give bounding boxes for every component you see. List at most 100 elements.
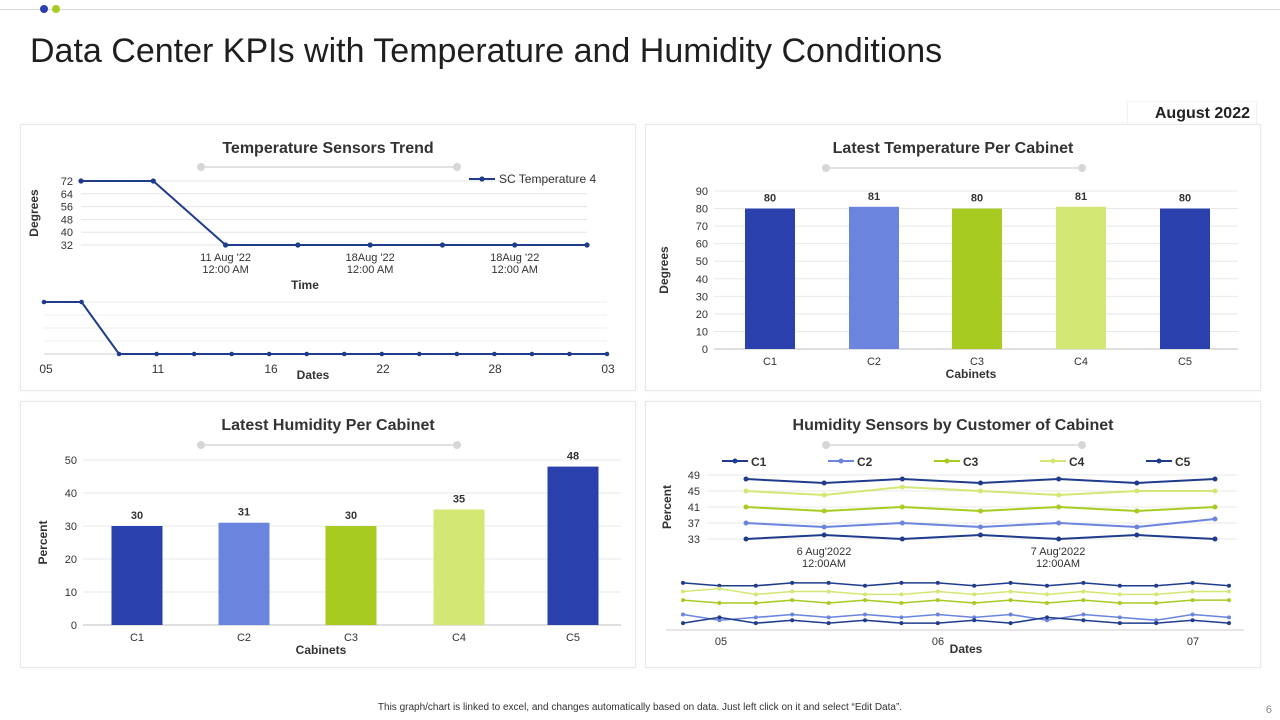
nav-data-point [1081,618,1086,623]
y-tick-label: 49 [688,470,700,482]
nav-data-point [681,580,685,585]
data-point [743,536,749,542]
nav-tick-label: 05 [39,362,53,376]
data-point [899,520,905,526]
nav-data-point [753,621,758,626]
y-tick-label: 20 [696,309,708,321]
nav-data-point [826,615,831,620]
x-tick-label: 6 Aug'2022 12:00AM [797,546,852,570]
nav-data-point [1227,598,1231,603]
nav-data-point [454,351,460,357]
bar [745,208,795,349]
data-point [821,480,827,486]
x-tick-label: 18Aug '22 12:00 AM [490,252,539,276]
data-point [1056,504,1062,510]
y-tick-label: 56 [61,202,73,214]
data-point [1134,508,1140,514]
data-label: 35 [453,494,465,506]
chart-resize-handle[interactable] [822,164,1086,172]
bar [218,522,270,625]
data-point [978,488,983,494]
nav-data-point [1008,580,1013,585]
chart-resize-handle[interactable] [197,441,461,449]
data-label: 30 [345,510,357,522]
humidity-cabinet-chart[interactable]: 0 10 20 30 40 50 30 C1 31 C2 30 C3 35 C4 48 C5 Cabinets P… [21,402,635,667]
chart-resize-handle[interactable] [197,163,461,171]
x-tick-label: C4 [1074,356,1088,368]
nav-data-point [1117,592,1122,597]
data-point [1212,488,1218,494]
data-point [743,520,749,526]
nav-data-point [935,621,940,626]
legend-label: C2 [857,455,873,469]
data-label: 48 [567,451,579,463]
nav-data-point [1190,589,1195,594]
nav-data-point [935,589,940,594]
nav-data-point [417,351,422,357]
nav-data-point [229,351,234,357]
y-tick-label: 10 [696,326,708,338]
bar [325,526,377,625]
nav-data-point [899,592,904,597]
data-point [743,476,749,482]
data-point [439,242,446,248]
y-axis-title: Degrees [657,246,671,294]
data-label: 80 [971,193,983,205]
nav-data-point [863,592,867,597]
y-tick-label: 60 [696,239,708,251]
chart-resize-handle[interactable] [822,441,1086,449]
chart-title: Latest Humidity Per Cabinet [221,417,435,434]
panel-temperature-trend[interactable]: Temperature Sensors Trend 32 40 48 56 64 72 11… [20,124,636,391]
x-tick-label: C4 [452,632,466,644]
legend-marker [838,458,844,464]
nav-data-point [1117,615,1122,620]
x-tick-label: C1 [130,632,144,644]
y-tick-label: 50 [65,455,77,467]
nav-data-point [1154,601,1159,605]
bar [1160,208,1210,349]
nav-data-point [863,583,867,588]
chart-title: Temperature Sensors Trend [222,140,434,157]
nav-data-point [1154,618,1159,623]
nav-data-point [1117,583,1122,588]
humidity-sensors-chart[interactable]: 33 37 41 45 49 C1 C2 C3 C4 C5 6 Aug'2022 12:00AM 7 A… [646,402,1260,667]
nav-tick-label: 16 [264,362,278,376]
y-tick-label: 72 [61,176,73,188]
chart-title: Humidity Sensors by Customer of Cabinet [792,417,1114,434]
bar [849,206,899,349]
nav-data-point [1227,615,1231,620]
y-tick-label: 70 [696,221,708,233]
legend-label: C1 [751,455,767,469]
panel-humidity-cabinet[interactable]: Latest Humidity Per Cabinet 0 10 20 30 40 50 3… [20,401,636,668]
y-tick-label: 40 [61,227,73,239]
y-axis-title: Degrees [27,189,41,237]
data-point [978,480,983,486]
panel-temperature-cabinet[interactable]: Latest Temperature Per Cabinet 0 10 20 30 40… [645,124,1261,391]
nav-series-line [44,301,607,355]
y-tick-label: 30 [65,521,77,533]
nav-data-point [790,580,795,585]
nav-data-point [79,299,84,305]
nav-data-point [863,612,867,617]
nav-data-point [1227,621,1231,626]
x-tick-label: 18Aug '22 12:00 AM [346,252,395,276]
data-point [1056,476,1062,482]
nav-data-point [1081,589,1086,594]
y-axis-title: Percent [36,520,50,564]
nav-data-point [681,589,685,594]
nav-data-point [1117,601,1122,605]
nav-data-point [1117,621,1122,626]
nav-data-point [1045,583,1049,588]
nav-data-point [717,583,722,588]
temperature-cabinet-chart[interactable]: 0 10 20 30 40 50 60 70 80 90 80 C1 81 C2 80 C3 81 C4 80 C5 C… [646,125,1260,390]
data-point [899,504,905,510]
nav-data-point [935,612,940,617]
nav-data-point [753,583,758,588]
x-tick-label: C5 [566,632,580,644]
nav-axis-title: Dates [297,368,330,382]
nav-data-point [826,589,831,594]
y-tick-label: 45 [688,486,700,498]
panel-humidity-sensors[interactable]: Humidity Sensors by Customer of Cabinet … [645,401,1261,668]
nav-data-point [899,621,904,626]
